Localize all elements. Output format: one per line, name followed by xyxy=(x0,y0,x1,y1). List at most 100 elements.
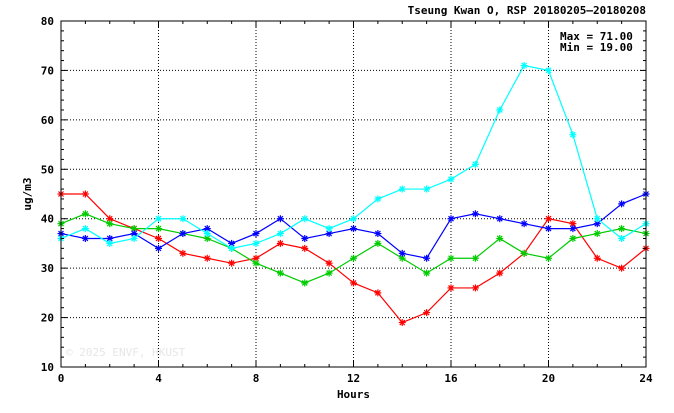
data-point-marker xyxy=(545,254,552,262)
data-point-marker xyxy=(545,225,552,233)
min-value-text: Min = 19.00 xyxy=(560,41,633,54)
y-axis-label: ug/m3 xyxy=(21,177,34,210)
data-point-marker xyxy=(81,190,89,198)
data-point-marker xyxy=(374,239,382,247)
y-tick-label: 60 xyxy=(41,114,54,127)
data-point-marker xyxy=(545,215,552,223)
data-point-marker xyxy=(325,230,333,238)
y-tick-label: 80 xyxy=(41,15,54,28)
chart-title: Tseung Kwan O, RSP 20180205—20180208 xyxy=(408,4,646,17)
data-point-marker xyxy=(496,234,504,242)
data-point-marker xyxy=(374,289,382,297)
data-point-marker xyxy=(520,249,528,257)
x-tick-label: 12 xyxy=(347,372,360,385)
data-point-marker xyxy=(423,309,431,317)
data-point-marker xyxy=(569,234,577,242)
data-point-marker xyxy=(520,220,528,228)
x-tick-label: 20 xyxy=(542,372,555,385)
series-3 xyxy=(57,190,650,262)
data-point-marker xyxy=(423,269,431,277)
data-point-marker xyxy=(276,215,284,223)
data-point-marker xyxy=(155,244,162,252)
x-axis-label: Hours xyxy=(337,388,370,401)
x-tick-label: 4 xyxy=(155,372,162,385)
y-tick-label: 40 xyxy=(41,213,54,226)
y-tick-label: 10 xyxy=(41,361,54,374)
data-point-marker xyxy=(496,269,504,277)
grid-lines xyxy=(61,21,646,367)
data-point-marker xyxy=(228,244,236,252)
data-point-marker xyxy=(569,131,577,139)
data-point-marker xyxy=(398,249,406,257)
data-point-marker xyxy=(618,264,626,272)
data-point-marker xyxy=(106,220,114,228)
y-tick-label: 50 xyxy=(41,163,54,176)
x-tick-label: 16 xyxy=(444,372,458,385)
data-point-marker xyxy=(545,66,552,74)
axis-ticks: 0 4 8 12 16 20 24 10 20 30 40 50 60 70 80 xyxy=(41,15,653,385)
data-point-marker xyxy=(471,254,479,262)
watermark-text: © 2025 ENVF, HKUST xyxy=(66,346,186,359)
data-point-marker xyxy=(155,234,162,242)
data-point-marker xyxy=(203,254,211,262)
data-point-marker xyxy=(228,259,236,267)
data-point-marker xyxy=(447,254,455,262)
data-point-marker xyxy=(471,284,479,292)
data-point-marker xyxy=(398,185,406,193)
data-point-marker xyxy=(179,249,187,257)
data-point-marker xyxy=(325,259,333,267)
data-point-marker xyxy=(593,254,601,262)
data-point-marker xyxy=(325,269,333,277)
y-tick-label: 70 xyxy=(41,64,54,77)
data-point-marker xyxy=(350,279,357,287)
x-tick-label: 8 xyxy=(253,372,260,385)
data-point-marker xyxy=(301,279,309,287)
data-point-marker xyxy=(618,200,626,208)
data-point-marker xyxy=(81,234,89,242)
data-point-marker xyxy=(179,230,187,238)
data-point-marker xyxy=(155,215,162,223)
data-point-marker xyxy=(569,225,577,233)
data-point-marker xyxy=(618,234,626,242)
data-point-marker xyxy=(106,215,114,223)
data-point-marker xyxy=(471,210,479,218)
data-point-marker xyxy=(252,230,260,238)
data-point-marker xyxy=(130,225,138,233)
series-4 xyxy=(57,61,650,252)
data-point-marker xyxy=(423,254,431,262)
data-point-marker xyxy=(325,225,333,233)
data-point-marker xyxy=(276,269,284,277)
data-point-marker xyxy=(496,215,504,223)
data-point-marker xyxy=(593,230,601,238)
y-tick-label: 20 xyxy=(41,312,54,325)
data-point-marker xyxy=(350,215,357,223)
data-point-marker xyxy=(301,244,309,252)
x-tick-label: 0 xyxy=(58,372,65,385)
data-point-marker xyxy=(447,284,455,292)
data-point-marker xyxy=(81,225,89,233)
data-point-marker xyxy=(252,259,260,267)
data-point-marker xyxy=(301,215,309,223)
data-point-marker xyxy=(374,230,382,238)
data-point-marker xyxy=(398,319,406,327)
data-point-marker xyxy=(276,230,284,238)
data-point-marker xyxy=(374,195,382,203)
y-tick-label: 30 xyxy=(41,262,54,275)
data-point-marker xyxy=(252,239,260,247)
data-point-marker xyxy=(203,230,211,238)
x-tick-label: 24 xyxy=(639,372,653,385)
data-point-marker xyxy=(301,234,309,242)
data-point-marker xyxy=(81,210,89,218)
data-point-marker xyxy=(155,225,162,233)
data-point-marker xyxy=(447,175,455,183)
data-point-marker xyxy=(179,215,187,223)
data-point-marker xyxy=(130,234,138,242)
data-point-marker xyxy=(593,215,601,223)
data-point-marker xyxy=(618,225,626,233)
data-point-marker xyxy=(106,239,114,247)
data-point-marker xyxy=(496,106,504,114)
data-point-marker xyxy=(447,215,455,223)
